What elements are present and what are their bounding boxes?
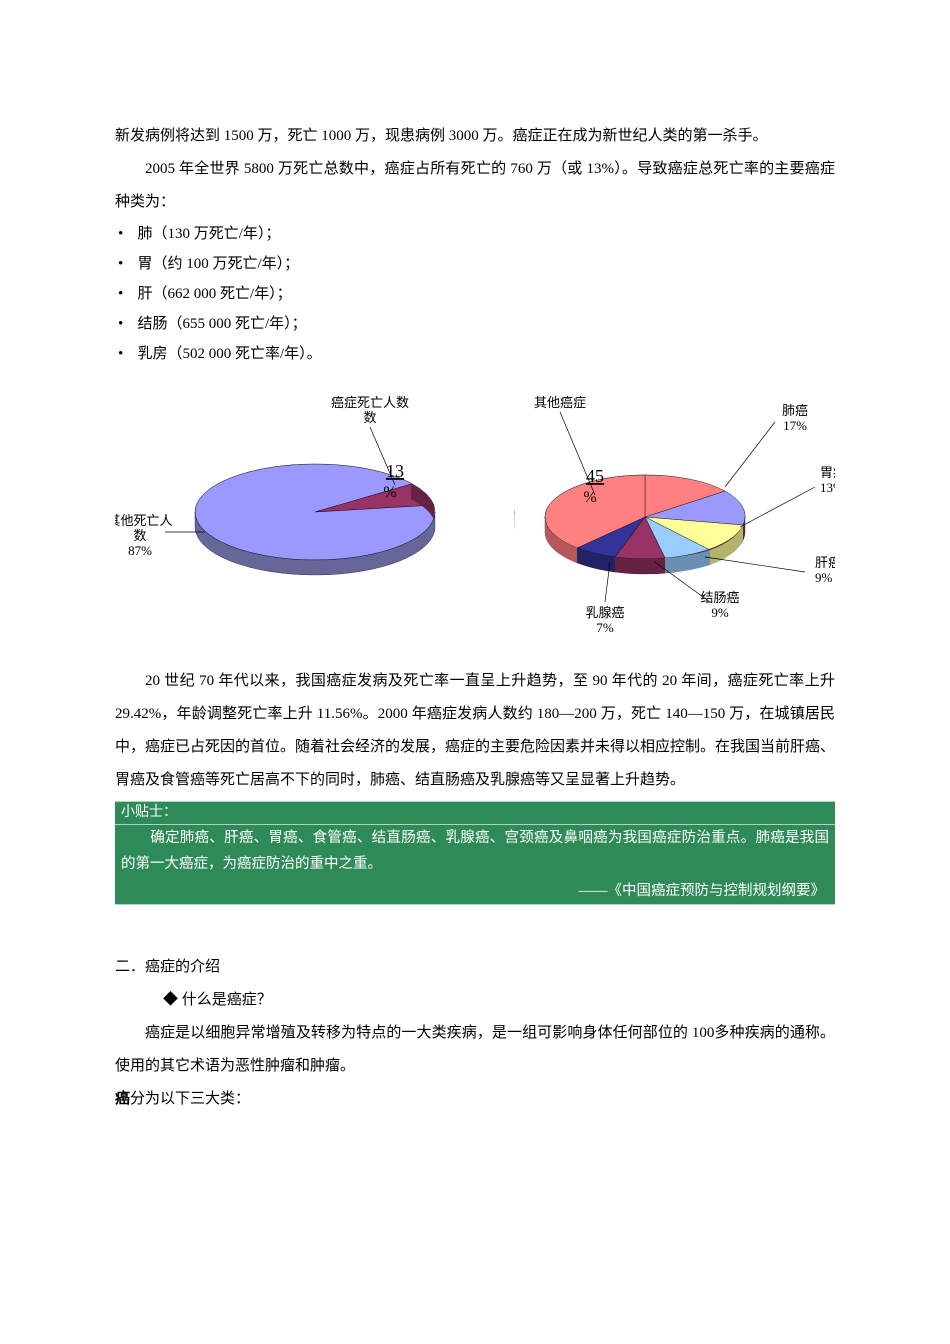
label-colon-pct: 9% [711,605,729,620]
label-stomach-pct: 13% [820,480,835,495]
label-breast: 乳腺癌 [585,605,624,620]
section-2-p4: 癌症是以细胞异常增殖及转移为特点的一大类疾病，是一组可影响身体任何部位的 100… [115,1017,835,1083]
body-paragraph-3: 20 世纪 70 年代以来，我国癌症发病及死亡率一直呈上升趋势，至 90 年代的… [115,665,835,797]
label-colon: 结肠癌 [700,590,739,605]
tip-header: 小贴士： [115,802,835,825]
list-item: 肺（130 万死亡/年）； [115,219,835,249]
pie-chart-svg: 癌症死亡人数 数 13 % 其他死亡人 数 87% [115,377,835,647]
left-pie-pct-sym: % [383,484,396,501]
tip-source: ——《中国癌症预防与控制规划纲要》 [115,878,835,904]
section-2-question: 什么是癌症？ [115,984,835,1017]
document-page: 新发病例将达到 1500 万，死亡 1000 万，现患病例 3000 万。癌症正… [0,0,950,1344]
intro-paragraph-1: 新发病例将达到 1500 万，死亡 1000 万，现患病例 3000 万。癌症正… [115,120,835,153]
tip-body-span: 确定肺癌、肝癌、胃癌、食管癌、结直肠癌、乳腺癌、宫颈癌及鼻咽癌为我国癌症防治重点… [121,830,829,872]
list-item: 结肠（655 000 死亡/年）； [115,309,835,339]
tip-box: 小贴士： 确定肺癌、肝癌、胃癌、食管癌、结直肠癌、乳腺癌、宫颈癌及鼻咽癌为我国癌… [115,801,835,905]
cancer-type-list: 肺（130 万死亡/年）； 胃（约 100 万死亡/年）； 肝（662 000 … [115,219,835,369]
right-pie-overlay: 其他癌症 45 % 肺癌 17% 胃癌 13% 肝癌 9% 结肠癌 9% 乳腺癌 [515,387,835,647]
tip-body-text: 确定肺癌、肝癌、胃癌、食管癌、结直肠癌、乳腺癌、宫颈癌及鼻咽癌为我国癌症防治重点… [115,825,835,877]
intro-paragraph-2: 2005 年全世界 5800 万死亡总数中，癌症占所有死亡的 760 万（或 1… [115,153,835,219]
bold-cancer-char: 癌 [115,1091,130,1107]
p5-rest: 分为以下三大类： [130,1091,250,1107]
right-pie-title: 其他癌症 [534,395,586,410]
list-item: 肝（662 000 死亡/年）； [115,279,835,309]
label-lung-pct: 17% [783,418,807,433]
label-liver: 肝癌 [815,555,835,570]
label-stomach: 胃癌 [820,465,835,480]
left-outer-label-3: 87% [128,543,152,558]
label-lung: 肺癌 [782,403,808,418]
right-pie-pct: 45 [586,466,604,486]
section-2-p5: 癌分为以下三大类： [115,1083,835,1116]
left-pie-title-2: 数 [363,410,376,425]
section-2-heading: 二．癌症的介绍 [115,951,835,984]
list-item: 乳房（502 000 死亡率/年）。 [115,339,835,369]
pie-charts-figure: 癌症死亡人数 数 13 % 其他死亡人 数 87% [115,377,835,647]
left-pie-pct: 13 [386,461,404,481]
right-pie-pct-sym: % [583,489,596,506]
left-outer-label-2: 数 [133,528,146,543]
label-breast-pct: 7% [596,620,614,635]
left-pie-title: 癌症死亡人数 [331,395,409,410]
left-pie: 癌症死亡人数 数 13 % 其他死亡人 数 87% [115,395,435,575]
label-liver-pct: 9% [815,570,833,585]
left-outer-label-1: 其他死亡人 [115,513,173,528]
list-item: 胃（约 100 万死亡/年）； [115,249,835,279]
gap [115,905,835,951]
